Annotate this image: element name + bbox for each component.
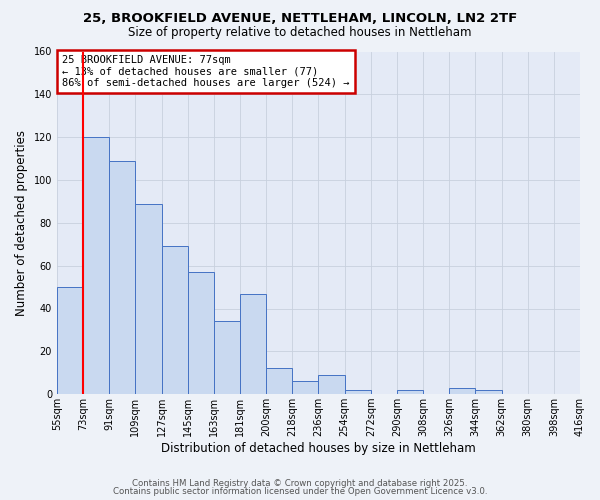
Bar: [319, 375, 344, 394]
Bar: [136, 204, 161, 394]
Y-axis label: Number of detached properties: Number of detached properties: [15, 130, 28, 316]
Bar: [475, 390, 502, 394]
Bar: [109, 160, 136, 394]
Bar: [214, 322, 240, 394]
Text: Contains HM Land Registry data © Crown copyright and database right 2025.: Contains HM Land Registry data © Crown c…: [132, 478, 468, 488]
Bar: [161, 246, 188, 394]
Bar: [449, 388, 475, 394]
Text: 25, BROOKFIELD AVENUE, NETTLEHAM, LINCOLN, LN2 2TF: 25, BROOKFIELD AVENUE, NETTLEHAM, LINCOL…: [83, 12, 517, 26]
X-axis label: Distribution of detached houses by size in Nettleham: Distribution of detached houses by size …: [161, 442, 476, 455]
Bar: [83, 137, 109, 394]
Bar: [397, 390, 423, 394]
Text: 25 BROOKFIELD AVENUE: 77sqm
← 13% of detached houses are smaller (77)
86% of sem: 25 BROOKFIELD AVENUE: 77sqm ← 13% of det…: [62, 55, 350, 88]
Bar: [240, 294, 266, 394]
Bar: [292, 382, 319, 394]
Text: Size of property relative to detached houses in Nettleham: Size of property relative to detached ho…: [128, 26, 472, 39]
Text: Contains public sector information licensed under the Open Government Licence v3: Contains public sector information licen…: [113, 488, 487, 496]
Bar: [188, 272, 214, 394]
Bar: [344, 390, 371, 394]
Bar: [266, 368, 292, 394]
Bar: [57, 287, 83, 394]
